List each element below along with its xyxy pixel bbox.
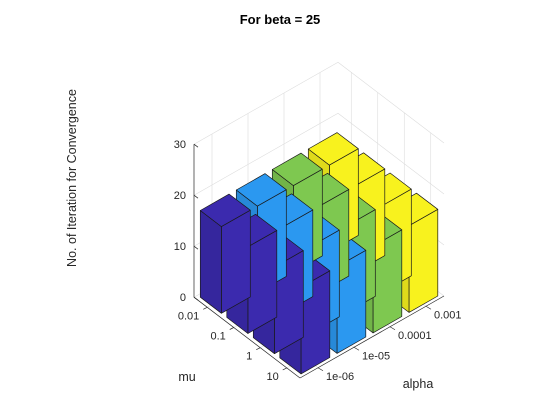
mu-tick-label: 0.01 (178, 310, 199, 322)
chart-title: For beta = 25 (240, 12, 321, 27)
bar-face-top (307, 132, 359, 166)
z-tick-label: 0 (180, 292, 186, 304)
z-tick-label: 30 (174, 139, 186, 151)
z-tick-mark (193, 143, 199, 148)
alpha-tick-mark (353, 346, 360, 351)
bar-face-front (408, 208, 439, 313)
alpha-axis-label: alpha (403, 377, 434, 391)
z-tick-label: 10 (174, 241, 186, 253)
bar-face-top (199, 193, 251, 227)
alpha-tick-label: 1e-05 (362, 350, 390, 362)
grid-line (193, 112, 339, 196)
mu-axis-line (193, 296, 301, 379)
alpha-tick-label: 0.001 (434, 309, 462, 321)
mu-tick-label: 1 (246, 351, 252, 363)
grid-line (337, 112, 445, 195)
axes-layer (193, 143, 445, 379)
mu-tick-label: 10 (267, 371, 279, 383)
bar (199, 193, 251, 314)
alpha-tick-mark (317, 367, 324, 372)
z-tick-mark (193, 194, 199, 199)
mu-tick-label: 0.1 (210, 331, 225, 343)
grid-line (193, 61, 339, 145)
z-tick-mark (193, 245, 199, 250)
alpha-tick-mark (389, 326, 396, 331)
alpha-tick-label: 0.0001 (398, 330, 432, 342)
bars-layer (199, 132, 439, 375)
z-axis-label: No. of Iteration for Convergence (65, 89, 79, 267)
mu-tick-mark (203, 306, 208, 310)
alpha-tick-mark (425, 305, 432, 310)
alpha-axis-line (299, 295, 445, 379)
bar-face-front (247, 230, 278, 334)
mu-tick-mark (256, 347, 261, 351)
grid-line (337, 61, 445, 144)
bar-face-side (199, 210, 222, 314)
alpha-tick-label: 1e-06 (326, 371, 354, 383)
bar-face-top (235, 173, 287, 207)
mu-tick-mark (229, 327, 234, 330)
mu-axis-label: mu (178, 370, 195, 384)
bar-face-top (271, 152, 323, 186)
bar-face-front (221, 209, 251, 314)
z-tick-mark (193, 296, 199, 301)
mu-tick-mark (282, 367, 287, 371)
z-tick-label: 20 (174, 190, 186, 202)
